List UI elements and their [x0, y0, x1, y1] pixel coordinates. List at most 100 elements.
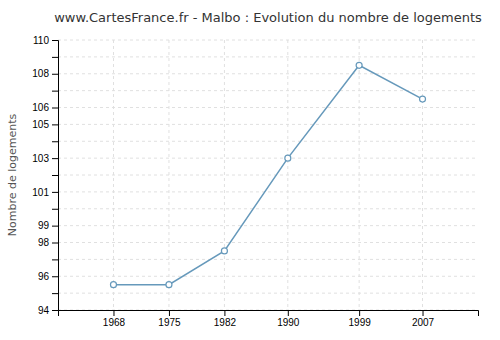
grid-line-y	[58, 208, 478, 209]
y-tick: 98	[38, 237, 58, 248]
grid-line-y	[58, 175, 478, 176]
x-tick: 1982	[214, 310, 237, 328]
grid-line-y	[58, 191, 478, 192]
y-axis: 94 96 98 99 101 103 105 106 108 110	[32, 35, 58, 316]
y-tick-mark	[52, 74, 58, 75]
y-tick-label: 96	[38, 271, 50, 282]
x-tick-mark	[423, 310, 424, 316]
y-tick-mark	[52, 276, 58, 277]
line	[113, 65, 422, 284]
y-tick-label: 106	[32, 102, 49, 113]
grid-line-y	[58, 242, 478, 243]
y-tick-label: 108	[32, 68, 49, 79]
y-tick	[52, 91, 58, 92]
y-tick-mark	[52, 40, 58, 41]
y-tick-mark	[52, 192, 58, 193]
x-tick-mark	[288, 310, 289, 316]
x-tick-mark	[224, 310, 225, 316]
grid-line-x	[224, 40, 225, 310]
y-tick-mark	[52, 124, 58, 125]
grid-line-y	[58, 40, 478, 41]
grid-line-y	[58, 158, 478, 159]
y-tick-label: 99	[38, 220, 50, 231]
y-tick: 105	[32, 119, 58, 130]
grid-line-y	[58, 56, 478, 57]
x-tick: 1975	[158, 310, 181, 328]
y-tick	[52, 209, 58, 210]
y-tick-mark	[52, 226, 58, 227]
x-tick-label: 1975	[158, 317, 181, 328]
data-marks	[110, 62, 425, 287]
grid-line-x	[422, 40, 423, 310]
x-tick-mark	[359, 310, 360, 316]
grid-line-y	[58, 107, 478, 108]
y-tick-mark	[52, 293, 58, 294]
y-tick-mark	[52, 158, 58, 159]
x-axis-line	[59, 311, 479, 317]
y-axis-label: Nombre de logements	[6, 113, 19, 236]
grid-line-x	[113, 40, 114, 310]
y-tick: 96	[38, 271, 58, 282]
y-tick	[52, 259, 58, 260]
x-tick: 1999	[349, 310, 372, 328]
y-tick-mark	[52, 108, 58, 109]
grid-line-x	[287, 40, 288, 310]
y-tick	[52, 175, 58, 176]
y-tick-label: 98	[38, 237, 50, 248]
grid-line-y	[58, 124, 478, 125]
y-tick: 101	[32, 187, 58, 198]
y-tick-mark	[52, 209, 58, 210]
y-tick-label: 105	[32, 119, 49, 130]
y-tick-label: 110	[33, 35, 49, 46]
x-axis: 1968 1975 1982 1990 1999 2007	[59, 310, 479, 328]
y-tick: 106	[32, 102, 58, 113]
y-tick: 103	[32, 153, 58, 164]
y-tick-label: 103	[32, 153, 49, 164]
x-tick-mark	[113, 310, 114, 316]
y-tick-mark	[52, 91, 58, 92]
chart: 1968 1975 1982 1990 1999 2007 94 96 98 99 101 103 10…	[0, 0, 500, 340]
point	[285, 155, 291, 161]
x-tick: 2007	[412, 310, 435, 328]
point	[356, 62, 362, 68]
grid-line-y	[58, 259, 478, 260]
title: www.CartesFrance.fr - Malbo : Evolution …	[54, 10, 482, 25]
y-tick-mark	[52, 243, 58, 244]
y-tick	[52, 141, 58, 142]
x-tick: 1990	[277, 310, 300, 328]
y-tick-mark	[52, 141, 58, 142]
point	[420, 96, 426, 102]
y-tick-mark	[52, 310, 58, 311]
y-tick-mark	[52, 175, 58, 176]
y-tick: 108	[32, 68, 58, 79]
y-tick-mark	[52, 57, 58, 58]
x-tick: 1968	[103, 310, 126, 328]
grid-line-y	[58, 276, 478, 277]
y-tick	[52, 57, 58, 58]
plot-area: 1968 1975 1982 1990 1999 2007 94 96 98 99 101 103 10…	[32, 35, 478, 328]
grid-line-y	[58, 141, 478, 142]
y-tick	[52, 293, 58, 294]
grid-line-x	[168, 40, 169, 310]
y-tick-mark	[52, 259, 58, 260]
y-tick-label: 94	[38, 305, 50, 316]
y-tick: 110	[33, 35, 58, 46]
x-tick-label: 1999	[349, 317, 372, 328]
x-tick-mark	[169, 310, 170, 316]
y-tick: 94	[38, 305, 58, 316]
grid-line-y	[58, 225, 478, 226]
x-tick-label: 1982	[214, 317, 237, 328]
x-tick-label: 2007	[412, 317, 435, 328]
grid	[58, 40, 478, 310]
y-axis-line	[52, 41, 59, 311]
y-tick-label: 101	[32, 187, 49, 198]
y-tick: 99	[38, 220, 58, 231]
point	[221, 248, 227, 254]
x-tick-label: 1990	[277, 317, 300, 328]
grid-line-y	[58, 73, 478, 74]
grid-line-x	[359, 40, 360, 310]
grid-line-y	[58, 293, 478, 294]
x-tick-label: 1968	[103, 317, 126, 328]
point	[110, 282, 116, 288]
grid-line-y	[58, 90, 478, 91]
